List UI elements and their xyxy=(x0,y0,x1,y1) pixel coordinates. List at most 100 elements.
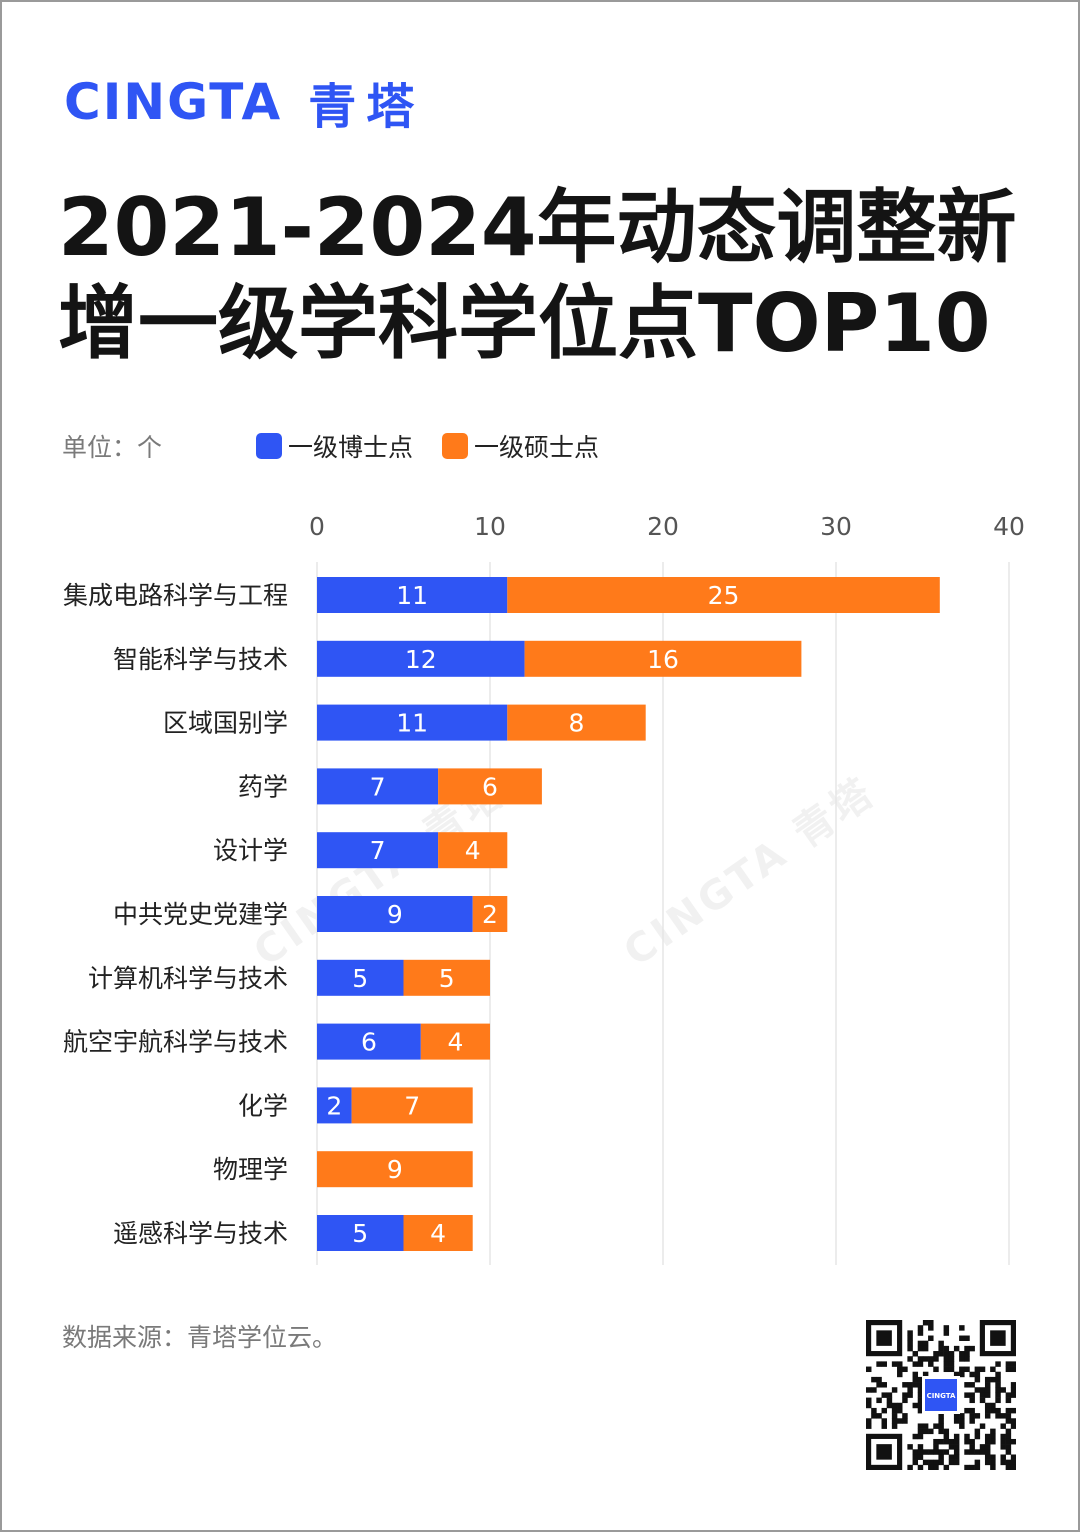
qr-module xyxy=(943,1356,950,1362)
page-title-line2: 增一级学科学位点TOP10 xyxy=(58,277,991,370)
qr-module xyxy=(876,1382,882,1388)
bar-master xyxy=(472,896,508,932)
qr-module xyxy=(990,1438,996,1445)
qr-module xyxy=(995,1371,1001,1378)
qr-module xyxy=(928,1335,934,1341)
qr-module xyxy=(907,1387,913,1393)
qr-module xyxy=(948,1366,955,1373)
qr-module xyxy=(979,1392,986,1398)
qr-module xyxy=(1005,1366,1012,1373)
qr-module xyxy=(938,1345,944,1352)
data-label: 9 xyxy=(387,900,403,929)
qr-finder xyxy=(876,1330,892,1346)
qr-module xyxy=(969,1397,975,1404)
qr-module xyxy=(897,1418,903,1424)
legend-item-master: 一级硕士点 xyxy=(442,428,599,464)
qr-module xyxy=(928,1459,934,1466)
qr-module xyxy=(1010,1423,1016,1429)
qr-module xyxy=(1000,1444,1006,1450)
data-label: 9 xyxy=(387,1155,403,1184)
qr-module xyxy=(928,1361,934,1367)
qr-module xyxy=(897,1361,903,1367)
qr-module xyxy=(979,1423,986,1429)
qr-module xyxy=(897,1407,903,1414)
qr-module xyxy=(1000,1433,1006,1440)
qr-module xyxy=(990,1428,996,1435)
qr-module xyxy=(943,1428,950,1435)
bar-master xyxy=(507,577,940,613)
qr-module xyxy=(891,1423,898,1429)
qr-module xyxy=(891,1407,898,1414)
brand-logo: CINGTA 青塔 xyxy=(64,70,425,135)
qr-module xyxy=(1005,1392,1012,1398)
qr-module xyxy=(871,1407,877,1414)
data-label: 12 xyxy=(405,645,437,674)
qr-module xyxy=(933,1356,939,1362)
qr-module xyxy=(959,1335,965,1341)
qr-module xyxy=(907,1345,913,1352)
qr-module xyxy=(979,1366,986,1373)
qr-module xyxy=(881,1392,887,1398)
qr-module xyxy=(881,1361,887,1367)
bar-doctoral xyxy=(317,1023,421,1060)
qr-module xyxy=(974,1413,981,1419)
qr-module xyxy=(881,1423,887,1429)
data-label: 7 xyxy=(370,772,386,801)
qr-module xyxy=(938,1459,944,1466)
page-title-line1: 2021-2024年动态调整新 xyxy=(58,181,1017,274)
qr-module xyxy=(964,1382,970,1388)
qr-module xyxy=(928,1464,934,1470)
bar-master xyxy=(438,768,542,805)
qr-module xyxy=(917,1454,924,1460)
qr-module xyxy=(933,1351,939,1357)
qr-module xyxy=(1005,1397,1012,1404)
qr-module xyxy=(917,1433,924,1440)
qr-module xyxy=(1010,1392,1016,1398)
qr-module xyxy=(917,1376,924,1383)
category-label: 计算机科学与技术 xyxy=(88,964,288,993)
qr-module xyxy=(938,1454,944,1460)
qr-module xyxy=(969,1392,975,1398)
qr-module xyxy=(891,1387,898,1393)
qr-module xyxy=(953,1438,960,1445)
qr-module xyxy=(995,1361,1001,1367)
bar-master xyxy=(403,959,490,996)
qr-module xyxy=(959,1371,965,1378)
qr-module xyxy=(948,1361,955,1367)
qr-module xyxy=(907,1330,913,1336)
brand-logo-cjk: 青塔 xyxy=(308,79,425,135)
qr-module xyxy=(907,1464,913,1470)
qr-module xyxy=(912,1382,919,1388)
qr-module xyxy=(1010,1387,1016,1393)
qr-module xyxy=(1000,1387,1006,1393)
qr-module xyxy=(902,1366,908,1373)
bar-doctoral xyxy=(317,768,439,805)
qr-module xyxy=(902,1413,908,1419)
bar-master xyxy=(524,640,802,677)
qr-module xyxy=(953,1413,960,1419)
qr-module xyxy=(881,1407,887,1414)
qr-module xyxy=(953,1449,960,1455)
qr-module xyxy=(912,1433,919,1440)
qr-module xyxy=(969,1444,975,1450)
qr-module xyxy=(995,1413,1001,1419)
qr-module xyxy=(964,1351,970,1357)
qr-badge-text: CINGTA xyxy=(927,1392,956,1400)
qr-module xyxy=(948,1351,955,1357)
qr-module xyxy=(984,1402,991,1409)
qr-module xyxy=(953,1454,960,1460)
qr-module xyxy=(1005,1438,1012,1445)
qr-module xyxy=(943,1449,950,1455)
qr-module xyxy=(984,1407,991,1414)
qr-module xyxy=(984,1459,991,1466)
category-label: 设计学 xyxy=(213,836,288,865)
qr-module xyxy=(922,1428,929,1435)
qr-module xyxy=(990,1454,996,1460)
qr-module xyxy=(948,1356,955,1362)
qr-module xyxy=(928,1320,934,1326)
qr-module xyxy=(979,1444,986,1450)
qr-module xyxy=(969,1418,975,1424)
legend-swatch-master xyxy=(442,433,468,459)
